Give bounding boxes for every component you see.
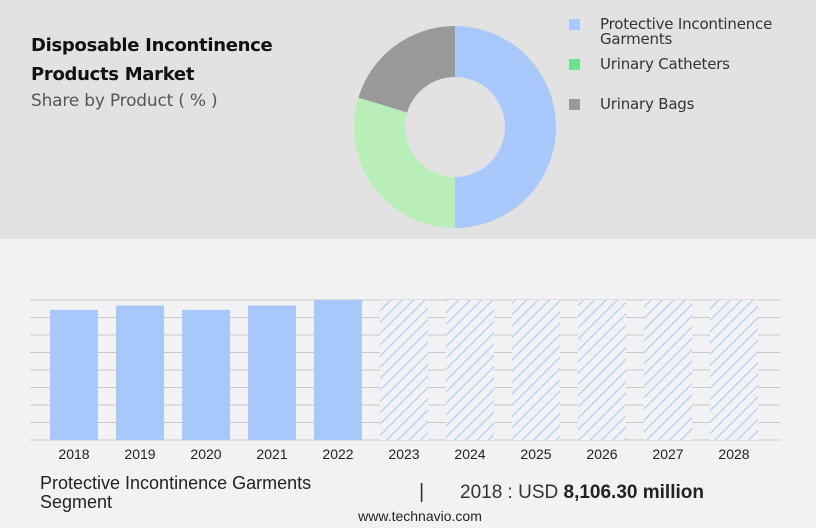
x-tick-label: 2023 (388, 446, 420, 462)
legend-label: Urinary Catheters (600, 55, 730, 73)
x-tick-label: 2018 (58, 446, 90, 462)
donut-slice (358, 26, 455, 113)
bar (314, 300, 362, 440)
x-tick-label: 2022 (322, 446, 354, 462)
bars (50, 300, 758, 440)
chart-subtitle: Share by Product ( % ) (31, 91, 218, 111)
legend-swatch-icon (569, 59, 580, 70)
forecast-bar (578, 300, 626, 440)
x-tick-label: 2021 (256, 446, 288, 462)
forecast-bar (710, 300, 758, 440)
forecast-bar (512, 300, 560, 440)
forecast-bar (644, 300, 692, 440)
x-tick-label: 2019 (124, 446, 156, 462)
source-url: www.technavio.com (358, 508, 482, 524)
chart-title: Disposable Incontinence Products Market (31, 31, 331, 89)
donut-chart (354, 26, 556, 228)
footer-divider: | (419, 481, 425, 503)
legend-label: Protective Incontinence Garments (600, 15, 773, 48)
legend-swatch-icon (569, 99, 580, 110)
bar (50, 309, 98, 440)
bar (248, 305, 296, 440)
title-line-2: Products Market (31, 64, 195, 85)
bar (116, 305, 164, 440)
bar (182, 309, 230, 440)
x-tick-label: 2024 (454, 446, 486, 462)
title-line-1: Disposable Incontinence (31, 35, 273, 56)
forecast-bar (380, 300, 428, 440)
donut-slice (455, 26, 556, 228)
x-tick-label: 2028 (718, 446, 750, 462)
segment-value: 2018 : USD 8,106.30 million (460, 482, 704, 503)
legend-swatch-icon (569, 19, 580, 30)
x-tick-label: 2027 (652, 446, 684, 462)
x-tick-label: 2025 (520, 446, 552, 462)
legend-label: Urinary Bags (600, 95, 695, 113)
x-tick-label: 2026 (586, 446, 618, 462)
forecast-bar (446, 300, 494, 440)
x-tick-label: 2020 (190, 446, 222, 462)
donut-slice (354, 97, 455, 228)
segment-label: Protective Incontinence Garments Segment (40, 473, 312, 512)
